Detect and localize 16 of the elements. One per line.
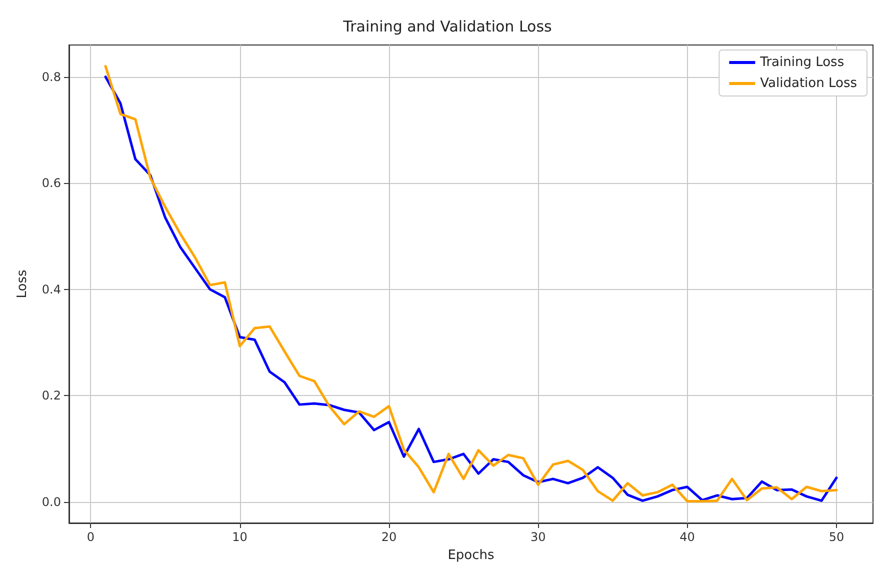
x-tick-label: 20 (381, 530, 397, 544)
x-tick-label: 40 (680, 530, 695, 544)
x-tick-label: 30 (530, 530, 546, 544)
x-tick-label: 10 (232, 530, 248, 544)
y-axis-title: Loss (15, 270, 30, 298)
legend-label: Training Loss (759, 55, 844, 70)
y-tick-label: 0.6 (42, 176, 61, 190)
y-tick-label: 0.8 (42, 70, 61, 84)
x-tick-label: 0 (86, 530, 94, 544)
y-tick-label: 0.4 (42, 282, 61, 296)
y-tick-label: 0.2 (42, 388, 61, 403)
x-axis-title: Epochs (448, 548, 495, 563)
y-tick-label: 0.0 (42, 494, 61, 509)
chart-title: Training and Validation Loss (342, 18, 552, 36)
legend-label: Validation Loss (760, 76, 858, 91)
x-tick-label: 50 (828, 530, 844, 544)
